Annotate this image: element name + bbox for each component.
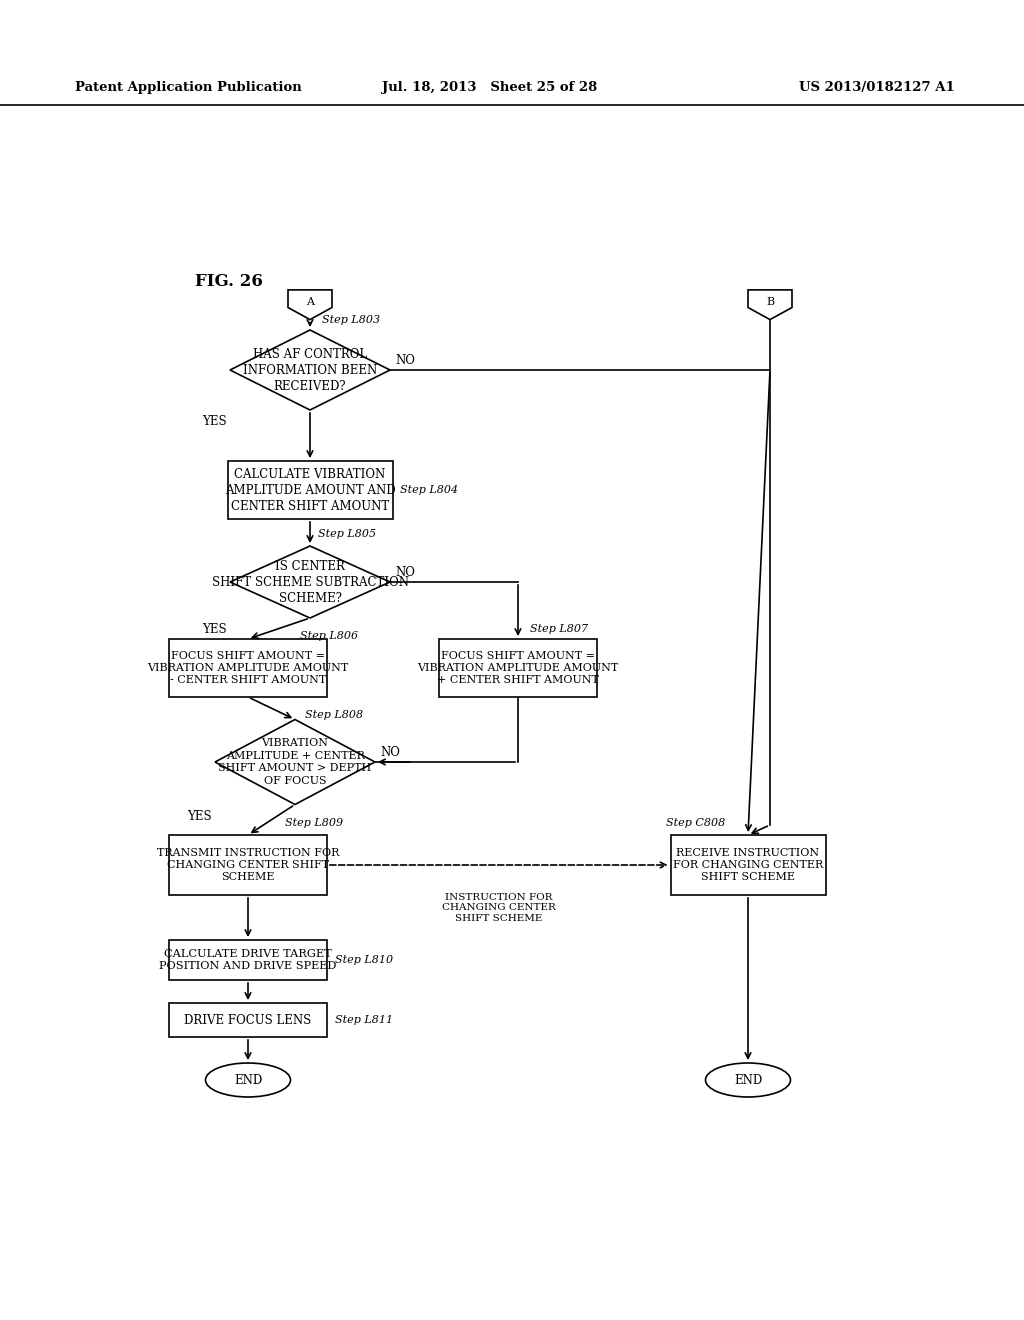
Text: YES: YES bbox=[202, 414, 226, 428]
Bar bbox=[671, 836, 825, 895]
Text: Jul. 18, 2013   Sheet 25 of 28: Jul. 18, 2013 Sheet 25 of 28 bbox=[382, 82, 598, 95]
Text: Step L804: Step L804 bbox=[400, 484, 459, 495]
Text: CALCULATE VIBRATION
AMPLITUDE AMOUNT AND
CENTER SHIFT AMOUNT: CALCULATE VIBRATION AMPLITUDE AMOUNT AND… bbox=[224, 467, 395, 512]
Bar bbox=[169, 836, 327, 895]
Ellipse shape bbox=[706, 1063, 791, 1097]
Text: DRIVE FOCUS LENS: DRIVE FOCUS LENS bbox=[184, 1014, 311, 1027]
Text: A: A bbox=[306, 297, 314, 308]
Bar bbox=[227, 461, 392, 519]
Text: YES: YES bbox=[187, 809, 212, 822]
Bar bbox=[169, 639, 327, 697]
Text: RECEIVE INSTRUCTION
FOR CHANGING CENTER
SHIFT SCHEME: RECEIVE INSTRUCTION FOR CHANGING CENTER … bbox=[673, 847, 823, 882]
Text: B: B bbox=[766, 297, 774, 308]
Text: INSTRUCTION FOR
CHANGING CENTER
SHIFT SCHEME: INSTRUCTION FOR CHANGING CENTER SHIFT SC… bbox=[442, 894, 556, 923]
Text: Step L806: Step L806 bbox=[300, 631, 358, 642]
Bar bbox=[439, 639, 597, 697]
Text: FOCUS SHIFT AMOUNT =
VIBRATION AMPLITUDE AMOUNT
- CENTER SHIFT AMOUNT: FOCUS SHIFT AMOUNT = VIBRATION AMPLITUDE… bbox=[147, 651, 348, 685]
Ellipse shape bbox=[206, 1063, 291, 1097]
Polygon shape bbox=[288, 290, 332, 319]
Text: VIBRATION
AMPLITUDE + CENTER
SHIFT AMOUNT > DEPTH
OF FOCUS: VIBRATION AMPLITUDE + CENTER SHIFT AMOUN… bbox=[218, 738, 372, 785]
Text: END: END bbox=[233, 1073, 262, 1086]
Text: Patent Application Publication: Patent Application Publication bbox=[75, 82, 302, 95]
Text: FIG. 26: FIG. 26 bbox=[195, 273, 263, 290]
Text: Step L803: Step L803 bbox=[322, 315, 380, 325]
Text: NO: NO bbox=[395, 565, 415, 578]
Text: US 2013/0182127 A1: US 2013/0182127 A1 bbox=[800, 82, 955, 95]
Text: CALCULATE DRIVE TARGET
POSITION AND DRIVE SPEED: CALCULATE DRIVE TARGET POSITION AND DRIV… bbox=[160, 949, 337, 972]
Text: TRANSMIT INSTRUCTION FOR
CHANGING CENTER SHIFT
SCHEME: TRANSMIT INSTRUCTION FOR CHANGING CENTER… bbox=[157, 847, 339, 882]
Text: YES: YES bbox=[202, 623, 226, 636]
Text: Step L808: Step L808 bbox=[305, 710, 364, 719]
Text: Step L810: Step L810 bbox=[335, 954, 393, 965]
Text: Step L805: Step L805 bbox=[318, 529, 376, 539]
Text: Step L809: Step L809 bbox=[285, 817, 343, 828]
Text: END: END bbox=[734, 1073, 762, 1086]
Text: NO: NO bbox=[380, 746, 400, 759]
Text: FOCUS SHIFT AMOUNT =
VIBRATION AMPLITUDE AMOUNT
+ CENTER SHIFT AMOUNT: FOCUS SHIFT AMOUNT = VIBRATION AMPLITUDE… bbox=[418, 651, 618, 685]
Text: NO: NO bbox=[395, 354, 415, 367]
Text: HAS AF CONTROL
INFORMATION BEEN
RECEIVED?: HAS AF CONTROL INFORMATION BEEN RECEIVED… bbox=[243, 347, 377, 392]
Text: IS CENTER
SHIFT SCHEME SUBTRACTION
SCHEME?: IS CENTER SHIFT SCHEME SUBTRACTION SCHEM… bbox=[212, 560, 409, 605]
Polygon shape bbox=[748, 290, 792, 319]
Bar bbox=[169, 940, 327, 979]
Text: Step L811: Step L811 bbox=[335, 1015, 393, 1026]
Text: Step C808: Step C808 bbox=[666, 818, 725, 828]
Text: Step L807: Step L807 bbox=[530, 624, 588, 634]
Bar bbox=[169, 1003, 327, 1038]
